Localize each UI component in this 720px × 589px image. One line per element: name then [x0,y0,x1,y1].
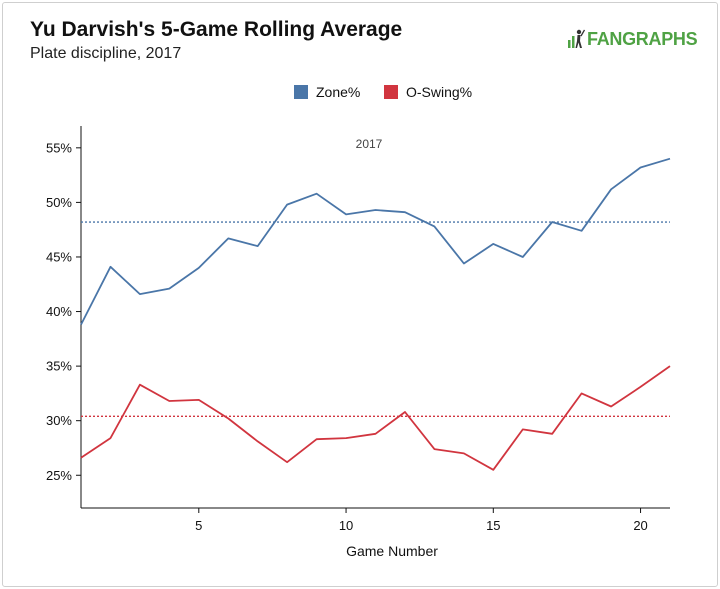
chart-subtitle: Plate discipline, 2017 [30,45,182,62]
y-tick-label: 35% [46,359,72,374]
x-tick-label: 20 [633,518,647,533]
x-axis-label: Game Number [346,543,438,559]
fangraphs-logo: FANGRAPHS [567,28,698,50]
logo-text: FANGRAPHS [587,28,698,49]
series-line-zone [80,157,671,326]
series-lines [80,157,671,471]
average-lines [81,221,670,417]
y-tick-label: 45% [46,249,72,264]
series-line-oswing [80,365,671,471]
y-ticks: 25% 30% 35% 40% 45% 50% 55% [46,140,81,483]
legend-label-zone: Zone% [316,84,360,100]
x-ticks: 5 10 15 20 [195,508,648,533]
batter-icon [568,29,585,48]
x-tick-label: 5 [195,518,202,533]
x-tick-label: 15 [486,518,500,533]
x-tick-label: 10 [339,518,353,533]
legend-label-oswing: O-Swing% [406,84,472,100]
y-tick-label: 50% [46,195,72,210]
legend: Zone% O-Swing% [294,84,472,100]
panel-label: 2017 [356,137,383,151]
chart-title: Yu Darvish's 5-Game Rolling Average [30,18,403,41]
legend-swatch-zone [294,85,308,99]
y-tick-label: 25% [46,468,72,483]
legend-swatch-oswing [384,85,398,99]
y-tick-label: 55% [46,140,72,155]
y-tick-label: 30% [46,413,72,428]
y-tick-label: 40% [46,304,72,319]
